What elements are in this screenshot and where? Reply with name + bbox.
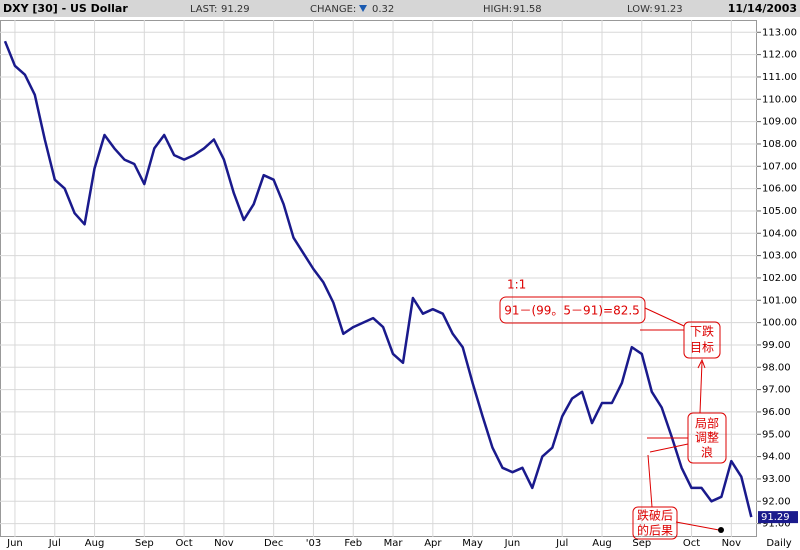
price-line — [3, 40, 753, 518]
y-tick-label: 99.00 — [762, 340, 791, 351]
stat-label: LOW: — [627, 4, 653, 15]
y-tick-label: 107.00 — [762, 161, 797, 172]
y-tick-label: 96.00 — [762, 407, 791, 418]
y-tick-label: 108.00 — [762, 139, 797, 150]
stat-label: CHANGE: — [310, 4, 356, 15]
y-tick-label: 110.00 — [762, 94, 797, 105]
connector — [675, 521, 720, 531]
connector — [644, 307, 685, 327]
y-tick-label: 113.00 — [762, 27, 797, 38]
stat-value: 0.32 — [372, 4, 394, 15]
plot-frame — [0, 20, 757, 537]
y-tick-label: 102.00 — [762, 273, 797, 284]
y-tick-label: 95.00 — [762, 429, 791, 440]
header-bar — [0, 0, 800, 17]
stat-value: 91.58 — [513, 4, 542, 15]
x-tick-label: Jul — [48, 538, 61, 549]
y-tick-label: 111.00 — [762, 72, 797, 83]
annotation: 的后果 — [637, 523, 673, 538]
annotation: 1:1 — [507, 278, 526, 292]
annotation: 91－(99。5－91)=82.5 — [504, 304, 640, 318]
connector — [647, 454, 653, 508]
annotation: 局部 — [695, 416, 719, 431]
x-tick-label: Nov — [722, 538, 742, 549]
arrow-head — [697, 358, 706, 369]
y-tick-label: 97.00 — [762, 385, 791, 396]
chart-date: 11/14/2003 — [728, 2, 797, 15]
y-tick-label: 106.00 — [762, 184, 797, 195]
x-tick-label: Apr — [424, 538, 442, 549]
x-tick-label: Aug — [592, 538, 612, 549]
x-tick-label: Sep — [632, 538, 651, 549]
connector — [649, 443, 689, 453]
y-tick-label: 109.00 — [762, 117, 797, 128]
y-tick-label: 103.00 — [762, 251, 797, 262]
stat-value: 91.29 — [221, 4, 250, 15]
period-label: Daily — [766, 538, 791, 549]
stat-label: HIGH: — [483, 4, 512, 15]
stat-label: LAST: — [190, 4, 217, 15]
x-tick-label: Oct — [175, 538, 192, 549]
marker-dot — [718, 527, 724, 533]
y-tick-label: 112.00 — [762, 50, 797, 61]
annotation-box — [499, 296, 646, 324]
connector — [699, 361, 703, 414]
x-tick-label: '03 — [306, 538, 321, 549]
x-tick-label: Jul — [555, 538, 568, 549]
annotation-box — [683, 321, 721, 359]
x-tick-label: Oct — [683, 538, 700, 549]
y-tick-label: 101.00 — [762, 295, 797, 306]
x-tick-label: Aug — [85, 538, 105, 549]
x-tick-label: Feb — [344, 538, 362, 549]
x-tick-label: Jun — [6, 538, 23, 549]
annotation: 目标 — [690, 341, 714, 355]
y-tick-label: 104.00 — [762, 228, 797, 239]
annotation: 浪 — [701, 445, 713, 460]
y-tick-label: 94.00 — [762, 452, 791, 463]
x-tick-label: Dec — [264, 538, 283, 549]
y-tick-label: 105.00 — [762, 206, 797, 217]
y-tick-label: 92.00 — [762, 496, 791, 507]
last-price-tag — [758, 511, 798, 524]
annotation-box — [632, 506, 678, 540]
y-tick-label: 91.00 — [762, 519, 791, 530]
x-tick-label: Jun — [504, 538, 521, 549]
last-price-label: 91.29 — [761, 512, 790, 523]
annotation-box — [687, 412, 727, 464]
x-tick-label: Nov — [214, 538, 234, 549]
down-arrow — [359, 5, 367, 12]
x-tick-label: Mar — [384, 538, 404, 549]
y-tick-label: 100.00 — [762, 318, 797, 329]
annotation: 跌破后 — [637, 508, 673, 523]
x-tick-label: May — [462, 538, 483, 549]
x-tick-label: Sep — [135, 538, 154, 549]
annotation: 下跌 — [690, 324, 714, 339]
y-tick-label: 98.00 — [762, 362, 791, 373]
stat-value: 91.23 — [654, 4, 683, 15]
chart-title: DXY [30] - US Dollar — [3, 2, 128, 15]
y-tick-label: 93.00 — [762, 474, 791, 485]
annotation: 调整 — [695, 430, 719, 445]
